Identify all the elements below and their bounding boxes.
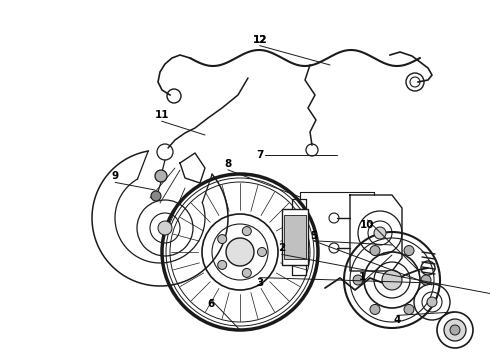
Circle shape [421, 275, 431, 285]
Circle shape [218, 260, 227, 269]
Circle shape [353, 275, 363, 285]
Text: 2: 2 [278, 243, 285, 253]
Circle shape [374, 227, 386, 239]
Text: 7: 7 [256, 150, 264, 160]
Text: 1: 1 [359, 272, 366, 282]
Circle shape [242, 269, 251, 278]
FancyBboxPatch shape [282, 209, 308, 265]
Text: 5: 5 [310, 231, 317, 241]
Text: 12: 12 [252, 35, 267, 45]
Circle shape [218, 235, 227, 244]
Bar [284, 215, 306, 259]
Circle shape [450, 325, 460, 335]
Text: 9: 9 [112, 171, 119, 181]
Circle shape [226, 238, 254, 266]
Circle shape [151, 191, 161, 201]
Text: 11: 11 [154, 110, 169, 120]
Text: 10: 10 [360, 220, 375, 230]
Circle shape [158, 221, 172, 235]
Circle shape [444, 319, 466, 341]
Circle shape [404, 246, 414, 256]
Circle shape [427, 297, 437, 307]
Text: 6: 6 [207, 299, 214, 309]
Circle shape [258, 248, 267, 257]
Circle shape [370, 305, 380, 314]
Circle shape [404, 305, 414, 314]
Text: 8: 8 [224, 159, 231, 169]
Circle shape [155, 170, 167, 182]
Circle shape [382, 270, 402, 290]
Text: 12: 12 [252, 35, 267, 45]
Text: 4: 4 [393, 315, 401, 325]
Circle shape [242, 226, 251, 235]
Circle shape [370, 246, 380, 256]
Text: 3: 3 [256, 278, 263, 288]
